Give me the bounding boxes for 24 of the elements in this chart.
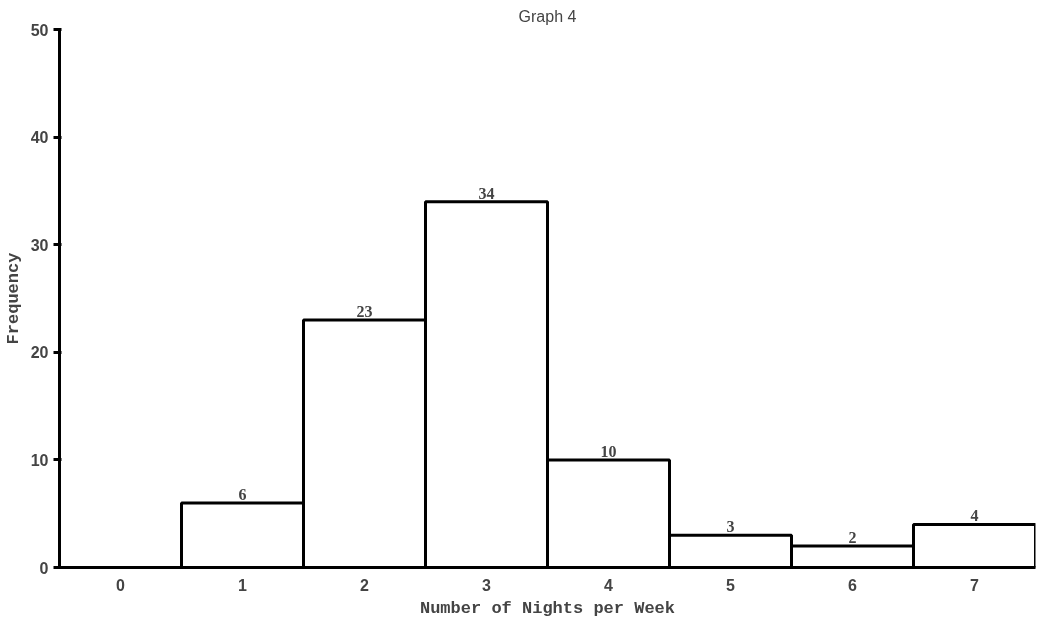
chart-title: Graph 4 (518, 7, 577, 25)
data-label: 34 (478, 184, 495, 202)
y-tick-label: 30 (30, 236, 49, 254)
x-tick-label: 5 (726, 576, 736, 594)
x-axis-title: Number of Nights per Week (419, 598, 676, 618)
x-tick-label: 2 (360, 576, 370, 594)
x-tick-label: 6 (848, 576, 858, 594)
x-tick-label: 4 (604, 576, 614, 594)
data-label: 6 (238, 485, 247, 503)
x-tick-label: 0 (116, 576, 126, 594)
y-tick-label: 40 (30, 129, 49, 147)
x-tick-label: 1 (238, 576, 248, 594)
data-label: 23 (356, 303, 373, 321)
data-label: 10 (600, 442, 617, 460)
x-tick-label: 7 (970, 576, 980, 594)
y-tick-label: 50 (30, 21, 49, 39)
y-tick-label: 10 (30, 451, 49, 469)
y-axis-title: Frequency (3, 252, 23, 345)
y-tick-label: 20 (30, 344, 49, 362)
y-tick-label: 0 (39, 559, 49, 577)
data-label: 2 (848, 528, 857, 546)
data-label: 4 (970, 507, 979, 525)
data-label: 3 (726, 518, 735, 536)
x-tick-label: 3 (482, 576, 492, 594)
